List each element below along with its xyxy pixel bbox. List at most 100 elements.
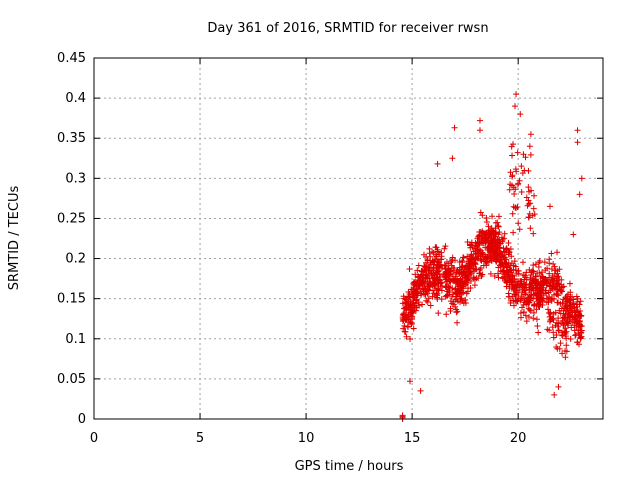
data-point <box>463 290 470 297</box>
data-point <box>543 279 550 286</box>
data-point <box>569 309 576 316</box>
data-point <box>505 239 512 246</box>
data-point <box>546 310 553 317</box>
data-point <box>555 315 562 322</box>
data-point <box>443 284 450 291</box>
y-tick-label: 0.3 <box>65 171 86 186</box>
data-point <box>572 313 579 320</box>
data-point <box>509 210 516 217</box>
data-point <box>446 289 453 296</box>
data-point <box>501 230 508 237</box>
data-point <box>525 184 532 191</box>
data-point <box>530 262 537 269</box>
data-point <box>519 259 526 266</box>
data-point <box>447 268 454 275</box>
data-point <box>574 298 581 305</box>
data-point <box>423 272 430 279</box>
data-point <box>511 291 518 298</box>
data-point <box>495 264 502 271</box>
data-point <box>448 257 455 264</box>
data-point <box>515 270 522 277</box>
data-point <box>482 229 489 236</box>
data-point <box>526 143 533 150</box>
data-point <box>533 306 540 313</box>
data-point <box>429 248 436 255</box>
data-point <box>490 228 497 235</box>
data-point <box>424 290 431 297</box>
data-point <box>525 314 532 321</box>
data-point <box>566 302 573 309</box>
x-tick-label: 10 <box>298 431 315 446</box>
data-point <box>500 245 507 252</box>
data-point <box>509 173 516 180</box>
data-point <box>526 188 533 195</box>
data-point <box>482 256 489 263</box>
data-point <box>447 298 454 305</box>
data-point <box>570 231 577 238</box>
data-point <box>515 180 522 187</box>
data-point <box>523 318 530 325</box>
data-point <box>506 186 513 193</box>
data-point <box>530 205 537 212</box>
data-point <box>425 267 432 274</box>
data-point <box>571 308 578 315</box>
data-point <box>554 268 561 275</box>
data-point <box>401 328 408 335</box>
data-point <box>463 279 470 286</box>
data-point <box>511 276 518 283</box>
data-point <box>566 305 573 312</box>
data-point <box>564 307 571 314</box>
data-point <box>400 325 407 332</box>
data-point <box>527 307 534 314</box>
data-point <box>560 321 567 328</box>
data-point <box>417 290 424 297</box>
data-point <box>487 244 494 251</box>
data-point <box>441 245 448 252</box>
data-point <box>414 267 421 274</box>
data-point <box>437 261 444 268</box>
data-point <box>412 271 419 278</box>
data-point <box>468 252 475 259</box>
data-point <box>499 238 506 245</box>
data-point <box>510 203 517 210</box>
data-point <box>477 209 484 216</box>
data-point <box>562 303 569 310</box>
data-point <box>547 282 554 289</box>
data-point <box>408 304 415 311</box>
data-point <box>413 296 420 303</box>
data-point <box>546 327 553 334</box>
data-point <box>562 294 569 301</box>
data-point <box>452 277 459 284</box>
data-point <box>562 354 569 361</box>
data-point <box>577 323 584 330</box>
data-point <box>510 229 517 236</box>
data-point <box>492 236 499 243</box>
data-point <box>457 299 464 306</box>
data-point <box>462 299 469 306</box>
data-point <box>467 285 474 292</box>
data-point <box>545 289 552 296</box>
data-point <box>506 293 513 300</box>
data-point <box>507 169 514 176</box>
data-point <box>427 302 434 309</box>
data-point <box>518 293 525 300</box>
plot-border <box>93 57 604 420</box>
data-point <box>417 387 424 394</box>
data-point <box>522 312 529 319</box>
data-point <box>539 281 546 288</box>
data-point <box>553 343 560 350</box>
data-point <box>521 276 528 283</box>
data-point <box>429 287 436 294</box>
data-point <box>465 271 472 278</box>
data-point <box>571 327 578 334</box>
y-tick-label: 0.35 <box>57 131 86 146</box>
data-point <box>476 117 483 124</box>
data-point <box>410 286 417 293</box>
data-point <box>403 333 410 340</box>
data-point <box>567 289 574 296</box>
data-point <box>530 268 537 275</box>
data-point <box>434 271 441 278</box>
data-point <box>506 285 513 292</box>
data-point <box>555 327 562 334</box>
data-point <box>539 269 546 276</box>
